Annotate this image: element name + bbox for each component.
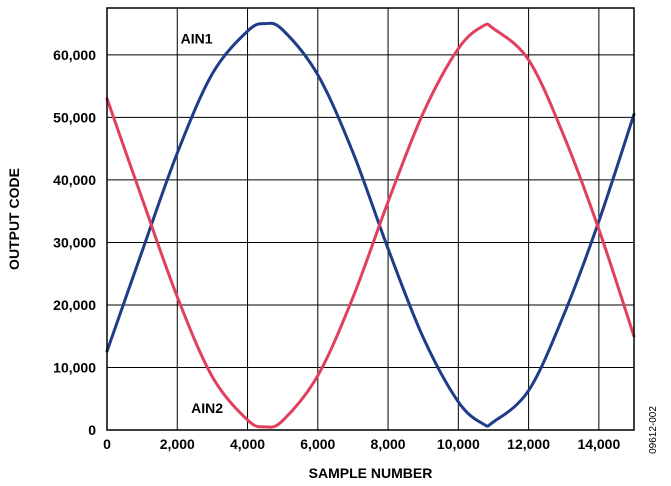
x-tick-label: 10,000 xyxy=(437,436,480,452)
x-axis-title: SAMPLE NUMBER xyxy=(309,465,433,481)
y-tick-label: 40,000 xyxy=(53,172,96,188)
x-tick-label: 12,000 xyxy=(507,436,550,452)
x-tick-label: 6,000 xyxy=(300,436,335,452)
series-group xyxy=(105,21,636,429)
y-tick-label: 60,000 xyxy=(53,47,96,63)
x-tick-label: 0 xyxy=(103,436,111,452)
y-tick-label: 50,000 xyxy=(53,109,96,125)
x-tick-label: 4,000 xyxy=(230,436,265,452)
y-tick-label: 0 xyxy=(88,422,96,438)
series-label-ain1: AIN1 xyxy=(181,31,213,47)
y-axis-title: OUTPUT CODE xyxy=(6,168,22,270)
x-tick-label: 2,000 xyxy=(160,436,195,452)
series-line-ain2 xyxy=(105,22,636,429)
plot-frame xyxy=(106,7,635,431)
y-tick-label: 10,000 xyxy=(53,359,96,375)
x-tick-label: 8,000 xyxy=(371,436,406,452)
series-line-ain1 xyxy=(105,21,636,428)
series-label-ain2: AIN2 xyxy=(191,400,223,416)
y-tick-label: 20,000 xyxy=(53,297,96,313)
x-axis-ticks: 0 2,000 4,000 6,000 8,000 10,000 12,000 14,000 xyxy=(103,436,620,452)
y-axis-ticks: 0 10,000 20,000 30,000 40,000 50,000 60,000 xyxy=(53,47,96,438)
figure-id: 09612-002 xyxy=(648,406,659,454)
y-tick-label: 30,000 xyxy=(53,234,96,250)
grid xyxy=(107,8,634,430)
x-tick-label: 14,000 xyxy=(577,436,620,452)
